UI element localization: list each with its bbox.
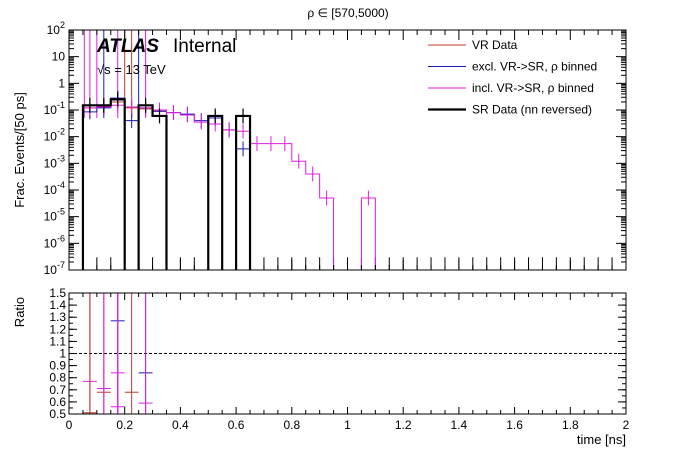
lower-y-axis-label: Ratio	[12, 297, 27, 327]
ratio-points	[82, 293, 153, 414]
upper-y-axis-label: Frac. Events/[50 ps]	[12, 92, 27, 208]
lower-y-tick-label: 0.5	[49, 407, 66, 421]
lower-y-tick-label: 1.3	[49, 310, 66, 324]
x-tick-label: 2	[623, 418, 630, 432]
upper-x-ticks	[68, 30, 627, 270]
legend-entry: incl. VR->SR, ρ binned	[472, 81, 594, 95]
x-tick-label: 0.2	[116, 418, 133, 432]
histogram-series-3	[81, 98, 252, 270]
lower-y-tick-label: 1.4	[49, 298, 66, 312]
upper-series-group	[81, 90, 390, 270]
x-tick-label: 1.6	[506, 418, 523, 432]
legend-entry: SR Data (nn reversed)	[472, 103, 592, 117]
lower-y-tick-label: 1.2	[49, 322, 66, 336]
lower-y-tick-label: 1	[59, 347, 66, 361]
atlas-label: ATLAS	[96, 36, 159, 57]
energy-label: √s = 13 TeV	[97, 62, 166, 77]
x-tick-label: 0.8	[283, 418, 300, 432]
lower-y-tick-label: 0.8	[49, 371, 66, 385]
legend: VR Data excl. VR->SR, ρ binned incl. VR->S…	[428, 38, 597, 117]
lower-panel: 0.50.60.70.80.911.11.21.31.41.5 0 0.2 0.4 0…	[12, 286, 630, 447]
lower-y-tick-label: 1.1	[49, 334, 66, 348]
upper-y-tick-label: 1	[58, 76, 65, 90]
x-tick-label: 0.4	[172, 418, 189, 432]
legend-entry: VR Data	[472, 38, 518, 52]
legend-entry: excl. VR->SR, ρ binned	[472, 60, 597, 74]
lower-y-tick-label: 0.9	[49, 359, 66, 373]
x-tick-label: 0.6	[228, 418, 245, 432]
x-tick-label: 1.8	[562, 418, 579, 432]
upper-y-tick-label: 10	[52, 50, 66, 64]
lower-y-tick-label: 1.5	[49, 286, 66, 300]
atlas-status: Internal	[173, 36, 236, 57]
chart-title: ρ ∈ [570,5000)	[307, 6, 388, 20]
x-tick-label: 0	[66, 418, 73, 432]
x-tick-label: 1.2	[395, 418, 412, 432]
lower-y-axis: 0.50.60.70.80.911.11.21.31.41.5	[49, 286, 626, 421]
x-tick-label: 1	[344, 418, 351, 432]
x-axis-label: time [ns]	[577, 432, 626, 447]
lower-y-tick-label: 0.7	[49, 383, 66, 397]
x-tick-label: 1.4	[451, 418, 468, 432]
x-axis: 0 0.2 0.4 0.6 0.8 1 1.2 1.4 1.6 1.8 2	[66, 293, 630, 432]
lower-y-tick-label: 0.6	[49, 395, 66, 409]
